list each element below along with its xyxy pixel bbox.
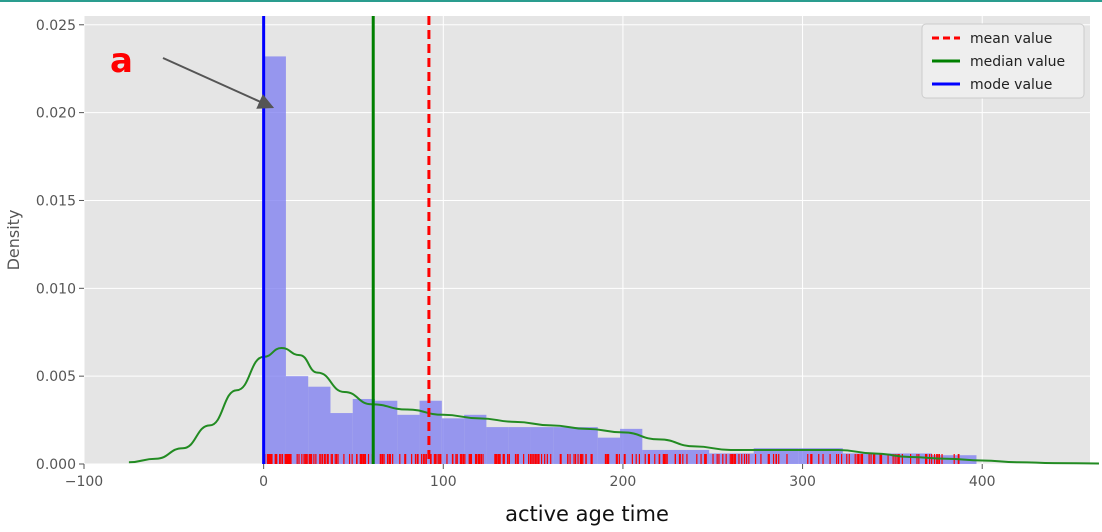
histogram-bars bbox=[263, 56, 977, 465]
histogram-bar bbox=[308, 386, 331, 464]
x-tick-label: 100 bbox=[430, 474, 457, 490]
histogram-bar bbox=[909, 453, 932, 464]
top-border bbox=[0, 0, 1102, 2]
x-tick-label: 0 bbox=[259, 474, 268, 490]
histogram-bar bbox=[464, 414, 487, 464]
histogram-bar bbox=[352, 398, 376, 464]
x-axis-title: active age time bbox=[505, 502, 669, 526]
reference-lines bbox=[262, 16, 431, 464]
histogram-bar bbox=[263, 56, 286, 465]
x-tick-label: 200 bbox=[610, 474, 637, 490]
histogram-bar bbox=[686, 449, 710, 464]
x-tick-label: 400 bbox=[969, 474, 996, 490]
histogram-bar bbox=[731, 453, 754, 464]
histogram-bar bbox=[508, 427, 531, 464]
y-tick-label: 0.005 bbox=[36, 369, 76, 385]
y-ticks: 0.000 0.005 0.010 0.015 0.020 0.025 bbox=[36, 18, 84, 473]
histogram-bar bbox=[709, 453, 732, 464]
legend[interactable]: mean value median value mode value bbox=[921, 23, 1085, 99]
y-tick-label: 0.000 bbox=[36, 457, 76, 473]
histogram-bar bbox=[553, 427, 576, 464]
histogram-bar bbox=[285, 376, 309, 464]
y-tick-label: 0.015 bbox=[36, 193, 76, 209]
histogram-bar bbox=[842, 453, 866, 464]
histogram-bar bbox=[597, 437, 621, 464]
histogram-bar bbox=[330, 413, 353, 464]
legend-label: mean value bbox=[970, 31, 1052, 47]
x-ticks: −100 0 100 200 300 400 bbox=[65, 464, 996, 490]
histogram-bar bbox=[441, 418, 465, 464]
histogram-bar bbox=[419, 400, 442, 464]
histogram-bar bbox=[753, 448, 776, 464]
y-tick-label: 0.025 bbox=[36, 18, 76, 34]
annotation-label: a bbox=[110, 41, 133, 81]
histogram-bar bbox=[798, 448, 821, 464]
y-tick-label: 0.010 bbox=[36, 281, 76, 297]
y-axis-title: Density bbox=[4, 210, 23, 271]
annotation-arrow bbox=[162, 57, 275, 109]
legend-label: median value bbox=[970, 54, 1065, 70]
legend-label: mode value bbox=[970, 77, 1052, 93]
x-tick-label: −100 bbox=[65, 474, 103, 490]
legend-box bbox=[921, 23, 1085, 99]
histogram-bar bbox=[375, 400, 398, 464]
histogram-bar bbox=[865, 453, 888, 464]
annotation: a bbox=[110, 41, 275, 109]
y-tick-label: 0.020 bbox=[36, 106, 76, 122]
x-tick-label: 300 bbox=[789, 474, 816, 490]
histogram-bar bbox=[397, 414, 420, 464]
